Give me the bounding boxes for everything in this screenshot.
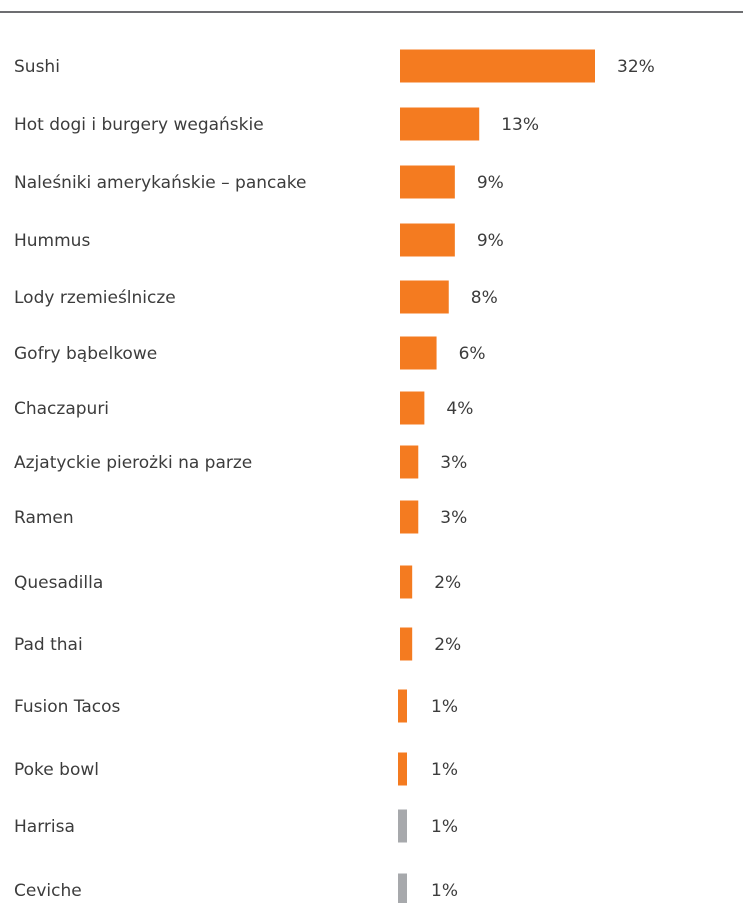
- bar: [398, 752, 407, 786]
- value-label: 1%: [431, 697, 458, 717]
- category-label: Hot dogi i burgery wegańskie: [14, 115, 264, 135]
- category-label: Sushi: [14, 57, 60, 77]
- bar: [400, 565, 413, 599]
- bar: [400, 336, 437, 370]
- value-label: 2%: [434, 635, 461, 655]
- bar: [398, 689, 407, 723]
- value-label: 13%: [501, 115, 539, 135]
- bar: [400, 280, 449, 314]
- value-label: 9%: [477, 173, 504, 193]
- bar: [400, 500, 419, 534]
- category-label: Ceviche: [14, 881, 82, 901]
- category-label: Hummus: [14, 231, 90, 251]
- value-label: 6%: [459, 344, 486, 364]
- bar: [400, 445, 419, 479]
- category-label: Azjatyckie pierożki na parze: [14, 453, 252, 473]
- category-label: Pad thai: [14, 635, 83, 655]
- value-label: 8%: [471, 288, 498, 308]
- category-label: Harrisa: [14, 817, 75, 837]
- category-label: Quesadilla: [14, 573, 103, 593]
- bar: [400, 223, 455, 257]
- bar: [398, 873, 407, 903]
- category-label: Fusion Tacos: [14, 697, 121, 717]
- category-label: Chaczapuri: [14, 399, 109, 419]
- bar: [400, 627, 413, 661]
- category-label: Gofry bąbelkowe: [14, 344, 157, 364]
- category-label: Lody rzemieślnicze: [14, 288, 176, 308]
- value-label: 1%: [431, 817, 458, 837]
- value-label: 4%: [446, 399, 473, 419]
- top-divider: [0, 11, 743, 13]
- category-label: Naleśniki amerykańskie – pancake: [14, 173, 307, 193]
- value-label: 2%: [434, 573, 461, 593]
- category-label: Poke bowl: [14, 760, 99, 780]
- value-label: 1%: [431, 760, 458, 780]
- bar: [400, 49, 595, 83]
- value-label: 3%: [440, 508, 467, 528]
- value-label: 32%: [617, 57, 655, 77]
- value-label: 1%: [431, 881, 458, 901]
- category-label: Ramen: [14, 508, 74, 528]
- bar: [400, 107, 480, 141]
- bar: [400, 165, 455, 199]
- bar: [400, 391, 425, 425]
- value-label: 9%: [477, 231, 504, 251]
- value-label: 3%: [440, 453, 467, 473]
- bar: [398, 809, 407, 843]
